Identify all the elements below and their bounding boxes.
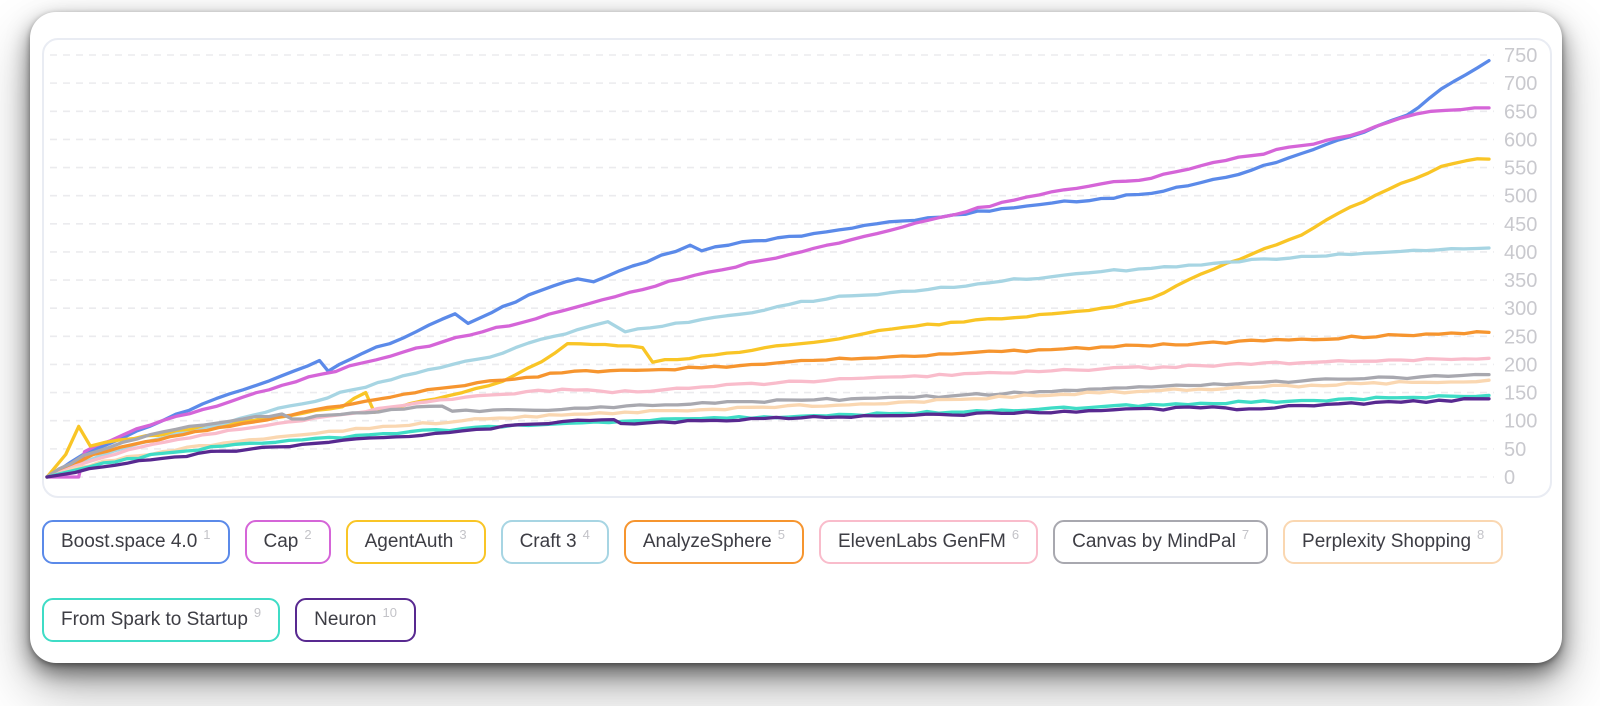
legend-chip-rank: 7 [1241, 527, 1250, 542]
legend-chip-label: Boost.space 4.0 [61, 531, 198, 552]
line-chart: 7507006506005505004504003503002502001501… [45, 45, 1537, 489]
series-line-cap[interactable] [45, 106, 1491, 479]
y-axis-tick-label: 550 [1504, 158, 1537, 180]
series-line-agentauth[interactable] [45, 157, 1491, 479]
y-axis-tick-label: 50 [1504, 439, 1526, 461]
legend-chip-agentauth[interactable]: AgentAuth 3 [345, 520, 486, 564]
legend-chip-label: Cap [263, 531, 299, 552]
y-axis-tick-label: 150 [1504, 383, 1537, 405]
series-line-boost-space-4-0[interactable] [45, 58, 1491, 479]
y-axis-tick-label: 450 [1504, 214, 1537, 236]
legend-chip-label: AnalyzeSphere [642, 531, 772, 552]
legend-chip-perplexity-shopping[interactable]: Perplexity Shopping 8 [1283, 520, 1504, 564]
y-axis-tick-label: 350 [1504, 270, 1537, 292]
legend-chip-rank: 10 [382, 605, 397, 620]
series-line-neuron[interactable] [45, 397, 1491, 479]
legend-chip-label: Neuron [314, 609, 377, 630]
series-line-craft-3[interactable] [45, 246, 1491, 479]
legend-chip-label: ElevenLabs GenFM [837, 531, 1006, 552]
chart-panel: 750 700 650 600 550 500 450 400 350 300 250 200 150 1… [42, 38, 1552, 498]
y-axis-tick-label: 250 [1504, 326, 1537, 348]
y-axis-tick-label: 600 [1504, 129, 1537, 151]
series-line-perplexity-shopping[interactable] [45, 378, 1491, 479]
chart-legend: Boost.space 4.0 1 Cap 2 AgentAuth 3 Craf… [42, 520, 1554, 642]
legend-chip-neuron[interactable]: Neuron 10 [295, 598, 416, 642]
y-axis-tick-label: 400 [1504, 242, 1537, 264]
series-line-canvas-by-mindpal[interactable] [45, 372, 1491, 479]
legend-chip-boost-space-4-0[interactable]: Boost.space 4.0 1 [42, 520, 230, 564]
legend-chip-cap[interactable]: Cap 2 [244, 520, 331, 564]
legend-chip-rank: 2 [304, 527, 312, 542]
legend-chip-rank: 5 [777, 527, 785, 542]
y-axis-tick-label: 650 [1504, 101, 1537, 123]
series-line-analyzesphere[interactable] [45, 330, 1491, 479]
legend-chip-analyzesphere[interactable]: AnalyzeSphere 5 [623, 520, 804, 564]
y-axis-tick-label: 200 [1504, 354, 1537, 376]
legend-chip-label: AgentAuth [364, 531, 454, 552]
y-axis-tick-label: 700 [1504, 73, 1537, 95]
chart-card: 750 700 650 600 550 500 450 400 350 300 250 200 150 1… [30, 12, 1562, 663]
legend-chip-label: From Spark to Startup [61, 609, 248, 630]
legend-chip-label: Craft 3 [519, 531, 577, 552]
y-axis-tick-label: 750 [1504, 45, 1537, 67]
legend-chip-craft-3[interactable]: Craft 3 4 [500, 520, 609, 564]
legend-chip-rank: 6 [1011, 527, 1020, 542]
y-axis-tick-label: 300 [1504, 298, 1537, 320]
legend-chip-elevenlabs-genfm[interactable]: ElevenLabs GenFM 6 [818, 520, 1039, 564]
series-line-elevenlabs-genfm[interactable] [45, 356, 1491, 479]
y-axis-tick-label: 500 [1504, 186, 1537, 208]
legend-chip-label: Perplexity Shopping [1302, 531, 1472, 552]
y-axis-tick-label: 0 [1504, 467, 1515, 489]
legend-chip-rank: 1 [203, 527, 211, 542]
legend-chip-rank: 8 [1477, 527, 1485, 542]
legend-chip-rank: 3 [459, 527, 467, 542]
legend-chip-rank: 4 [582, 527, 590, 542]
y-axis-tick-label: 100 [1504, 411, 1537, 433]
legend-chip-canvas-by-mindpal[interactable]: Canvas by MindPal 7 [1053, 520, 1269, 564]
legend-chip-label: Canvas by MindPal [1072, 531, 1236, 552]
legend-chip-rank: 9 [253, 605, 262, 620]
legend-chip-from-spark-to-startup[interactable]: From Spark to Startup 9 [42, 598, 281, 642]
